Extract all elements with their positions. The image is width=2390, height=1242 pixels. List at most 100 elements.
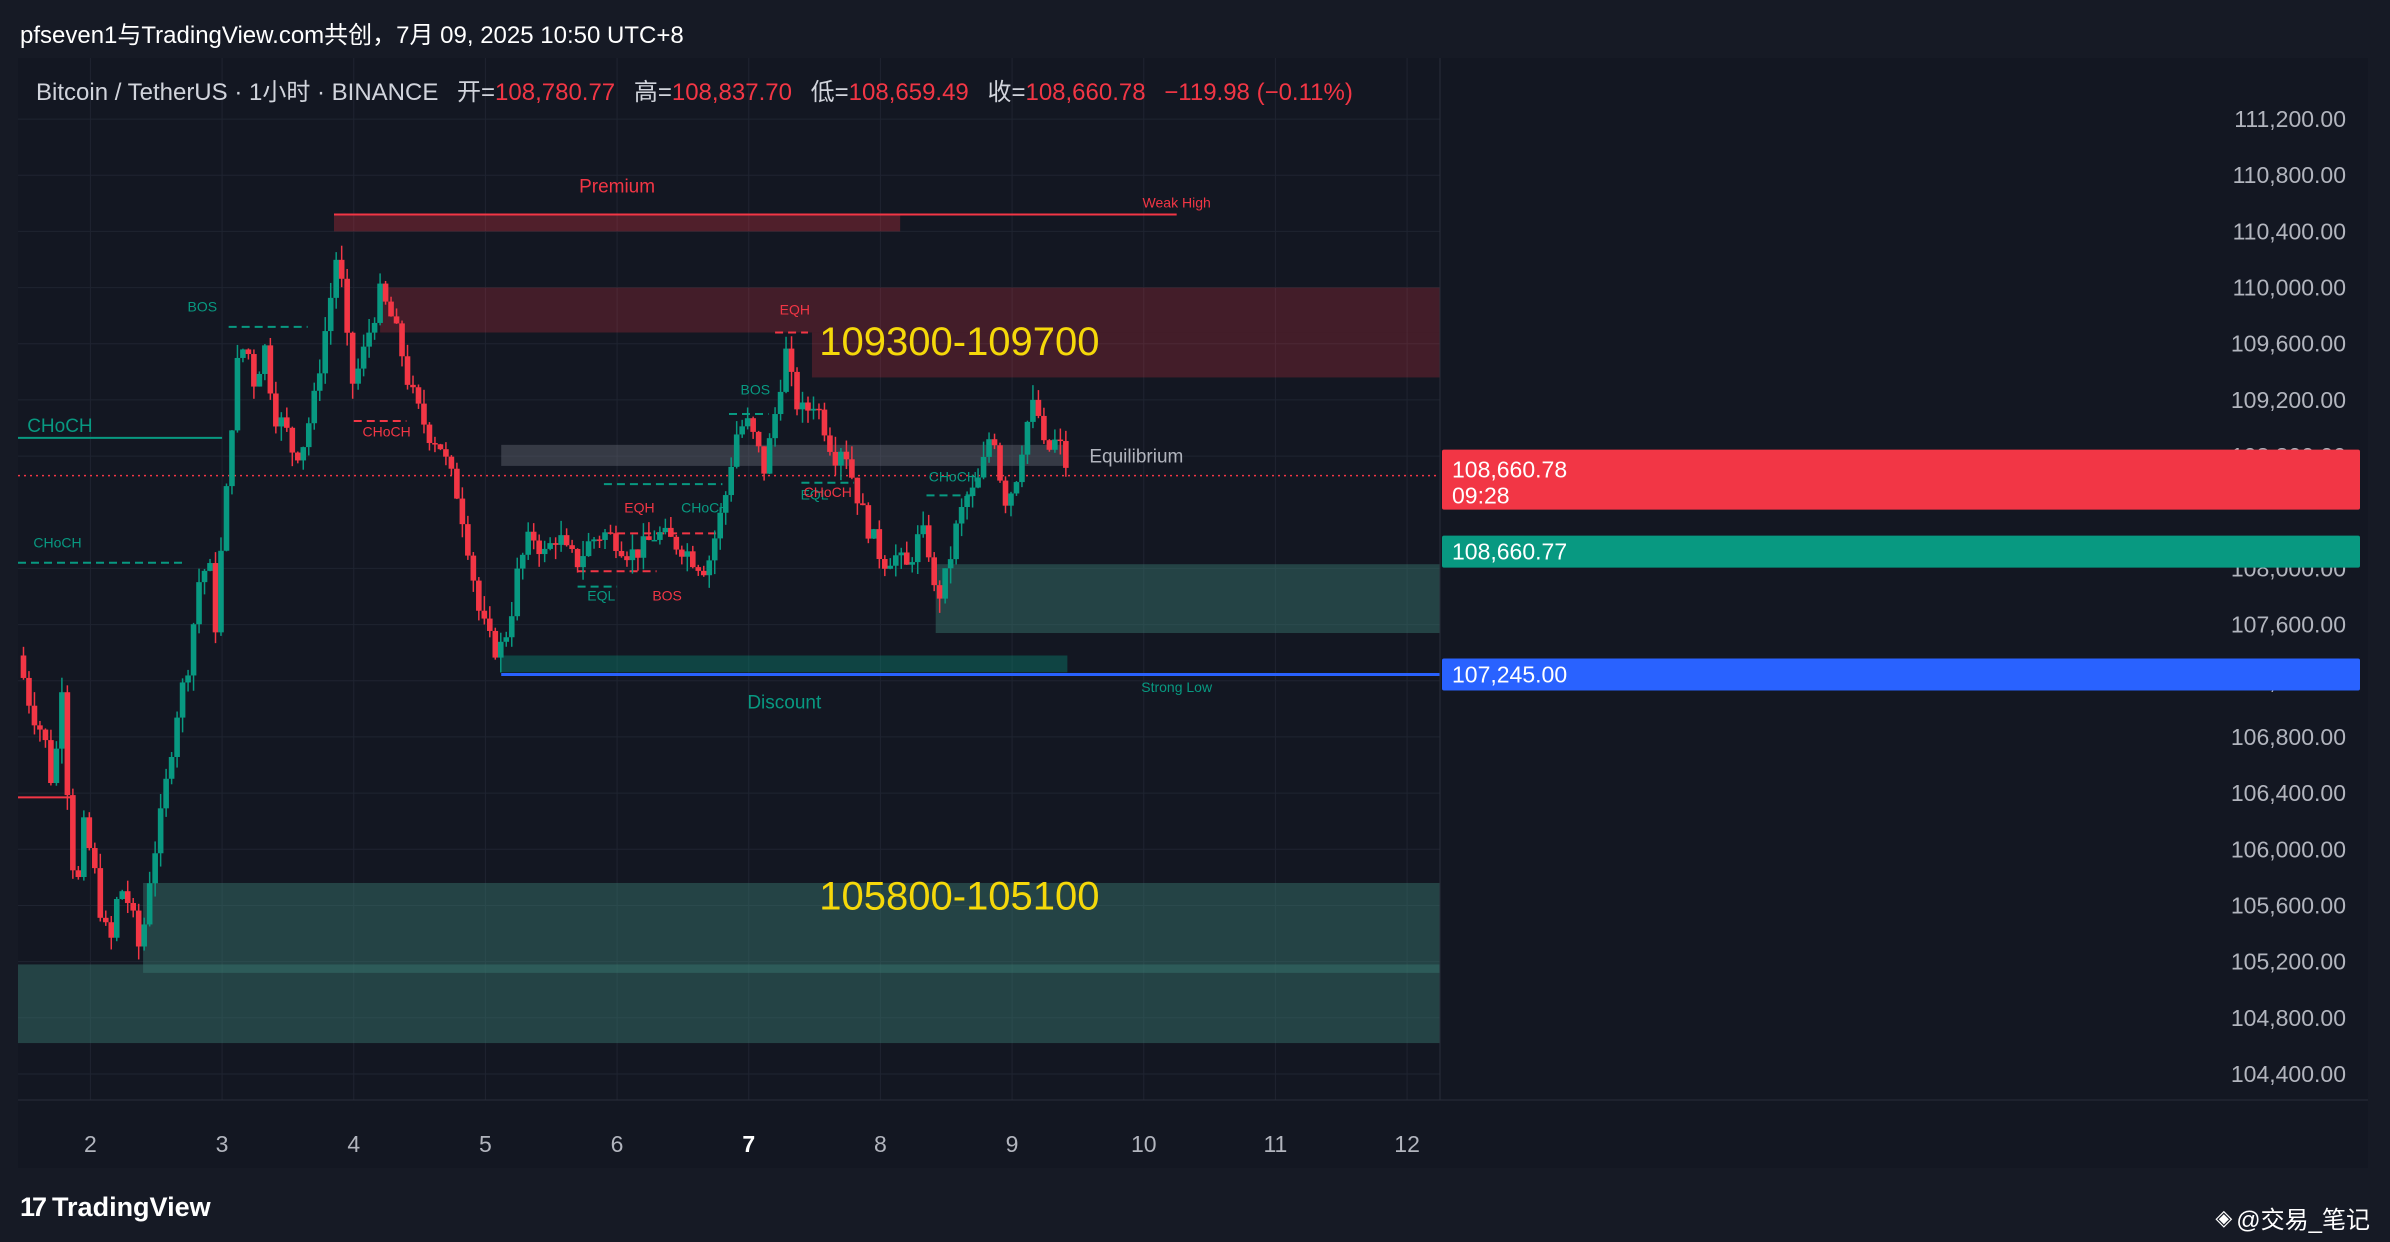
candle-body-188 <box>1052 439 1058 450</box>
time-tick-5: 7 <box>742 1131 755 1157</box>
candle-body-31 <box>190 624 197 676</box>
candle-body-87 <box>497 641 504 658</box>
candle-body-54 <box>316 373 323 391</box>
zone-label-equilibrium: Equilibrium <box>1089 446 1183 467</box>
candle-body-124 <box>700 570 707 576</box>
candle-body-168 <box>942 568 948 599</box>
candle-body-48 <box>284 417 290 428</box>
candle-body-112 <box>635 549 641 558</box>
candle-body-174 <box>975 477 981 488</box>
candle-body-28 <box>174 717 180 757</box>
candle-body-34 <box>207 563 213 571</box>
candle-body-88 <box>503 637 510 642</box>
candlestick-chart[interactable]: PremiumEquilibriumDiscount109300-1097001… <box>18 58 2368 1168</box>
candle-body-127 <box>717 512 724 539</box>
candle-body-187 <box>1046 440 1053 450</box>
price-tick-13: 105,600.00 <box>2231 892 2346 918</box>
candle-body-89 <box>508 616 515 638</box>
candle-body-38 <box>229 430 235 487</box>
chart-pane[interactable]: Premium Equilibrium Discount 109300-109700 1… <box>18 58 2368 1168</box>
zone-equilibrium-1 <box>501 444 1068 466</box>
tradingview-logo[interactable]: 17 TradingView <box>20 1192 211 1223</box>
candle-body-155 <box>871 529 877 539</box>
candle-body-50 <box>294 452 301 461</box>
candle-body-177 <box>991 439 998 446</box>
candle-body-107 <box>607 532 614 534</box>
zone-demand-5 <box>935 564 1440 634</box>
candle-body-90 <box>514 568 521 617</box>
candle-body-169 <box>947 559 954 569</box>
candle-body-183 <box>1024 421 1031 455</box>
candle-body-185 <box>1035 399 1042 416</box>
candle-body-15 <box>102 917 109 923</box>
candle-body-113 <box>640 536 647 558</box>
candle-body-115 <box>651 539 658 542</box>
annotation-small-green-10: EQL <box>587 588 615 604</box>
candle-body-0 <box>20 655 27 678</box>
candle-body-133 <box>750 418 756 432</box>
candle-body-22 <box>141 924 147 947</box>
candle-body-62 <box>360 346 367 369</box>
candle-body-97 <box>552 543 559 545</box>
candle-body-157 <box>882 559 888 569</box>
candle-body-67 <box>388 301 394 317</box>
annotation-small-green-5: CHoCH <box>33 534 81 550</box>
candle-body-137 <box>772 414 778 439</box>
candle-body-33 <box>201 570 208 583</box>
candle-body-136 <box>766 438 773 474</box>
candle-body-12 <box>86 817 93 849</box>
symbol-label[interactable]: Bitcoin / TetherUS · 1小时 · BINANCE <box>36 79 439 106</box>
candle-body-94 <box>536 540 542 555</box>
candle-body-114 <box>646 536 652 540</box>
candle-body-138 <box>777 391 784 415</box>
price-tick-11: 106,400.00 <box>2231 780 2346 806</box>
ohlc-legend: Bitcoin / TetherUS · 1小时 · BINANCE 开=108… <box>36 72 1353 107</box>
candle-body-180 <box>1008 493 1014 506</box>
candle-body-119 <box>673 536 680 550</box>
candle-body-9 <box>70 795 76 871</box>
candle-body-186 <box>1041 415 1047 441</box>
candle-body-161 <box>903 552 910 565</box>
candle-body-172 <box>964 495 970 508</box>
candle-body-159 <box>892 555 899 566</box>
candle-body-8 <box>64 692 71 796</box>
title-bar: pfseven1与TradingView.com共创，7月 09, 2025 1… <box>0 0 2390 58</box>
time-tick-3: 5 <box>479 1131 492 1157</box>
candle-body-71 <box>410 384 416 388</box>
candle-body-167 <box>936 585 943 599</box>
candle-body-184 <box>1030 399 1036 422</box>
zone-discount-2 <box>501 655 1068 673</box>
candle-body-66 <box>382 283 389 302</box>
candle-body-118 <box>668 527 674 537</box>
time-tick-7: 9 <box>1006 1131 1019 1157</box>
annotation-small-red-15: CHoCH <box>804 484 852 500</box>
candle-body-61 <box>355 368 361 384</box>
horizontal-line-label: 107,245.00 <box>1452 661 1567 687</box>
axes[interactable]: 111,200.00 110,800.00 110,400.00 110,000.00… <box>18 58 2368 1168</box>
candle-body-142 <box>799 402 806 410</box>
watermark: ◈ @交易_笔记 <box>2215 1200 2370 1235</box>
candle-body-47 <box>278 417 285 427</box>
candle-body-179 <box>1002 480 1009 506</box>
candle-body-104 <box>591 539 597 542</box>
candle-body-108 <box>613 533 619 551</box>
candle-body-53 <box>311 390 318 424</box>
candle-body-83 <box>476 580 482 611</box>
candle-body-152 <box>854 477 861 504</box>
candle-body-80 <box>459 498 466 525</box>
candle-body-46 <box>273 393 279 427</box>
candle-body-153 <box>860 503 866 506</box>
candle-body-182 <box>1019 454 1025 483</box>
candle-body-128 <box>722 495 729 513</box>
price-tick-8: 107,600.00 <box>2231 612 2346 638</box>
annotation-small-green-16: CHoCH <box>929 468 977 484</box>
tradingview-logo-icon: 17 <box>20 1192 47 1222</box>
candle-body-41 <box>245 349 252 355</box>
high-value: 108,837.70 <box>671 79 792 106</box>
candle-body-73 <box>421 403 427 425</box>
candle-body-55 <box>322 331 329 374</box>
price-tick-10: 106,800.00 <box>2231 724 2346 750</box>
time-tick-6: 8 <box>874 1131 887 1157</box>
last-price-label: 108,660.78 <box>1452 457 1567 483</box>
